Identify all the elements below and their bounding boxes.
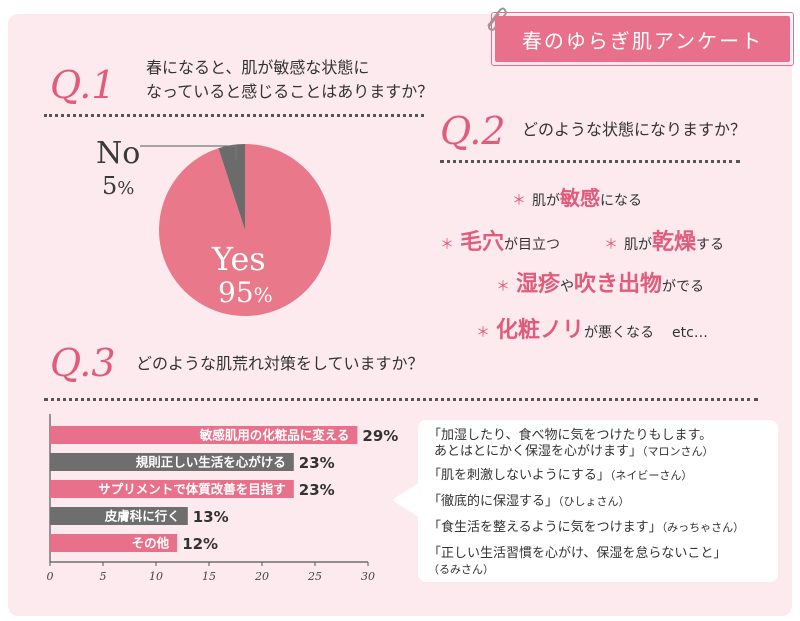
bar-x-tick-label-4: 20	[254, 570, 269, 583]
q1-number: Q.1	[50, 63, 116, 107]
speech-bubble-tail	[392, 482, 420, 518]
comment-3: 「徹底的に保湿する」（ひしょさん）	[428, 494, 630, 509]
pie-yes-value: 95%	[218, 276, 273, 309]
no-leader-line	[140, 145, 237, 160]
bar-x-tick-label-1: 5	[100, 570, 107, 583]
yes-no-pie-chart	[159, 144, 331, 316]
bar-1	[50, 453, 294, 471]
pie-slice-no	[218, 144, 245, 230]
q3-divider	[44, 398, 758, 401]
bar-0	[50, 426, 358, 444]
bar-x-tick-label-3: 15	[202, 570, 216, 583]
comment-5: 「正しい生活習慣を心がけ、保湿を怠らないこと」	[428, 546, 727, 561]
bar-value-label-3: 13%	[193, 508, 229, 526]
countermeasures-bar-chart: 敏感肌用の化粧品に変える 29% 規則正しい生活を心がける 23% サプリメントで体質改…	[47, 414, 398, 583]
pie-no-value: 5%	[102, 172, 135, 200]
q2-item-eczema: ＊湿疹や吹き出物がでる	[496, 272, 705, 297]
bar-value-label-4: 12%	[182, 535, 218, 553]
q2-item-sensitive: ＊肌が敏感になる	[512, 186, 642, 210]
comment-1-cont: あとはとにかく保湿を心がけます」（マロンさん）	[434, 444, 714, 459]
q2-item-pores: ＊毛穴が目立つ	[440, 230, 561, 255]
bar-x-tick-label-6: 30	[361, 570, 375, 583]
comment-1: 「加湿したり、食べ物に気をつけたりもします。	[428, 428, 713, 443]
q1-question-line1: 春になると、肌が敏感な状態に	[146, 58, 370, 77]
bar-value-label-0: 29%	[362, 427, 398, 445]
q1-divider	[44, 114, 424, 117]
q2-question: どのような状態になりますか？	[522, 120, 747, 139]
q2-item-dryness: ＊肌が乾燥する	[604, 230, 725, 255]
bar-category-label-1: 規則正しい生活を心がける	[136, 455, 286, 470]
pie-no-label: No	[96, 136, 141, 171]
q3-question: どのような肌荒れ対策をしていますか？	[136, 354, 424, 373]
q2-number: Q.2	[440, 109, 506, 153]
bar-x-tick-label-0: 0	[47, 570, 54, 583]
comment-4: 「食生活を整えるように気をつけます」（みっちゃさん）	[428, 520, 745, 535]
comment-5-author: （るみさん）	[428, 563, 494, 576]
bar-category-label-4: その他	[132, 536, 170, 551]
comments-speech-bubble	[418, 420, 778, 582]
pie-slice-yes	[159, 144, 331, 316]
survey-title-tag: 春のゆらぎ肌アンケート	[495, 16, 790, 62]
bar-category-label-2: サプリメントで体質改善を目指す	[98, 482, 286, 497]
bar-2	[50, 480, 294, 498]
bar-value-label-2: 23%	[299, 481, 335, 499]
q2-item-makeup: ＊化粧ノリが悪くなる etc…	[476, 318, 708, 343]
q1-question-line2: なっていると感じることはありますか？	[146, 82, 434, 101]
bar-category-label-3: 皮膚科に行く	[104, 509, 180, 524]
bar-x-tick-label-5: 25	[307, 570, 322, 583]
comment-2: 「肌を刺激しないようにする」（ネイビーさん）	[428, 468, 693, 483]
q2-divider	[440, 160, 740, 163]
bar-x-tick-label-2: 10	[149, 570, 163, 583]
q3-number: Q.3	[50, 341, 116, 385]
bar-4	[50, 534, 178, 552]
bar-3	[50, 507, 188, 525]
bar-category-label-0: 敏感肌用の化粧品に変える	[199, 428, 350, 443]
bar-value-label-1: 23%	[299, 454, 335, 472]
pie-yes-label: Yes	[212, 240, 266, 278]
